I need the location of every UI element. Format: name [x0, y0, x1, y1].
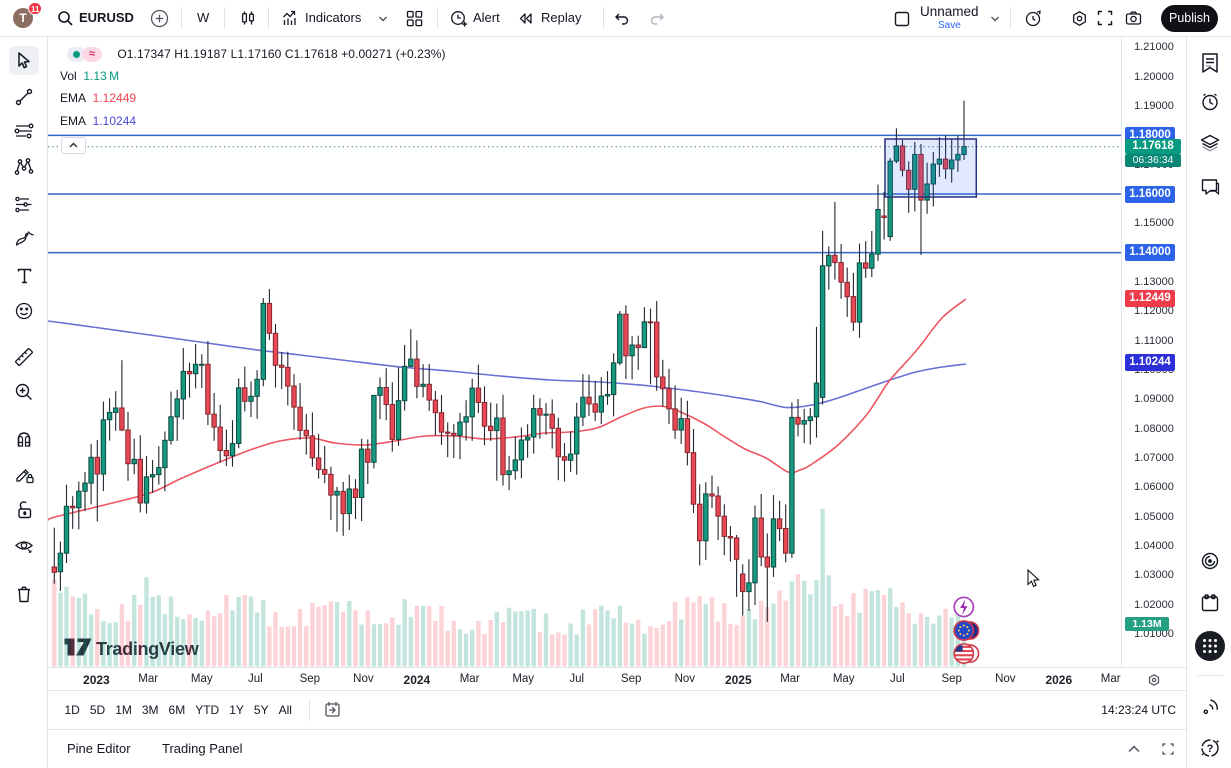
svg-text:?: ?: [1207, 743, 1214, 755]
svg-text:TradingView: TradingView: [96, 639, 200, 659]
